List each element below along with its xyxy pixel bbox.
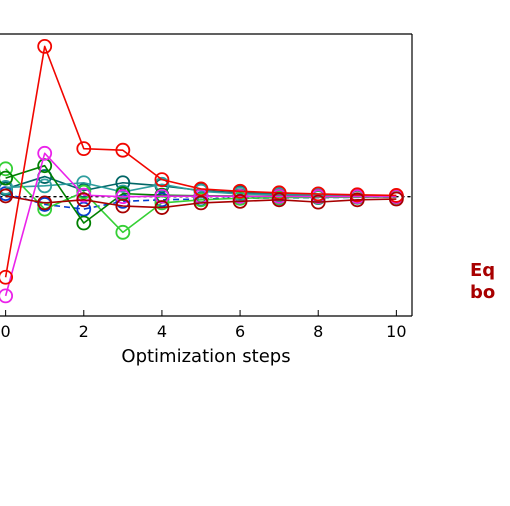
side-annotation-line: bo — [470, 282, 495, 304]
series-line-red — [6, 46, 397, 277]
side-annotation: Eqbo — [470, 260, 495, 303]
x-axis-label: Optimization steps — [121, 346, 290, 367]
plot-container — [0, 0, 510, 506]
series-group — [0, 40, 403, 302]
plot-svg — [0, 0, 510, 506]
x-tick-label: 4 — [157, 322, 167, 341]
x-tick-label: 10 — [386, 322, 406, 341]
series-line-magenta — [6, 153, 397, 296]
x-tick-label: 2 — [79, 322, 89, 341]
x-tick-label: 6 — [235, 322, 245, 341]
side-annotation-line: Eq — [470, 260, 495, 282]
x-tick-label: 8 — [313, 322, 323, 341]
chart-root: 0 2 4 6 8 10 Optimization steps Eqbo — [0, 0, 510, 506]
x-tick-label: 0 — [1, 322, 11, 341]
